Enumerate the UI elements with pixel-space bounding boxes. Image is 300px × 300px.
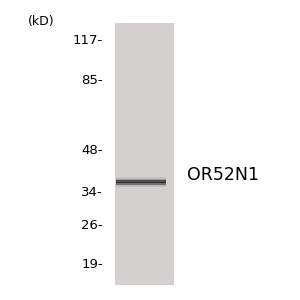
Bar [116, 176, 166, 177]
Bar [116, 186, 166, 187]
Bar [116, 180, 166, 181]
Bar [116, 179, 166, 180]
Text: 19-: 19- [81, 258, 103, 271]
Bar [116, 185, 166, 186]
Text: 26-: 26- [81, 219, 103, 232]
Bar [116, 177, 166, 178]
Bar [116, 182, 166, 183]
Bar [116, 186, 166, 187]
Text: OR52N1: OR52N1 [187, 166, 259, 184]
Text: (kD): (kD) [28, 15, 54, 28]
Text: 85-: 85- [81, 74, 103, 87]
Text: 117-: 117- [73, 34, 103, 47]
Bar [116, 187, 166, 188]
Bar [115, 23, 174, 285]
Bar [116, 177, 166, 178]
Bar [116, 181, 166, 182]
Bar [116, 184, 166, 185]
Text: 34-: 34- [81, 186, 103, 199]
Bar [116, 189, 166, 190]
Bar [116, 178, 166, 179]
Bar [116, 174, 166, 175]
Bar [116, 188, 166, 189]
Bar [116, 178, 166, 179]
Bar [116, 183, 166, 184]
Bar [116, 181, 166, 182]
Bar [116, 182, 166, 183]
Text: 48-: 48- [81, 144, 103, 157]
